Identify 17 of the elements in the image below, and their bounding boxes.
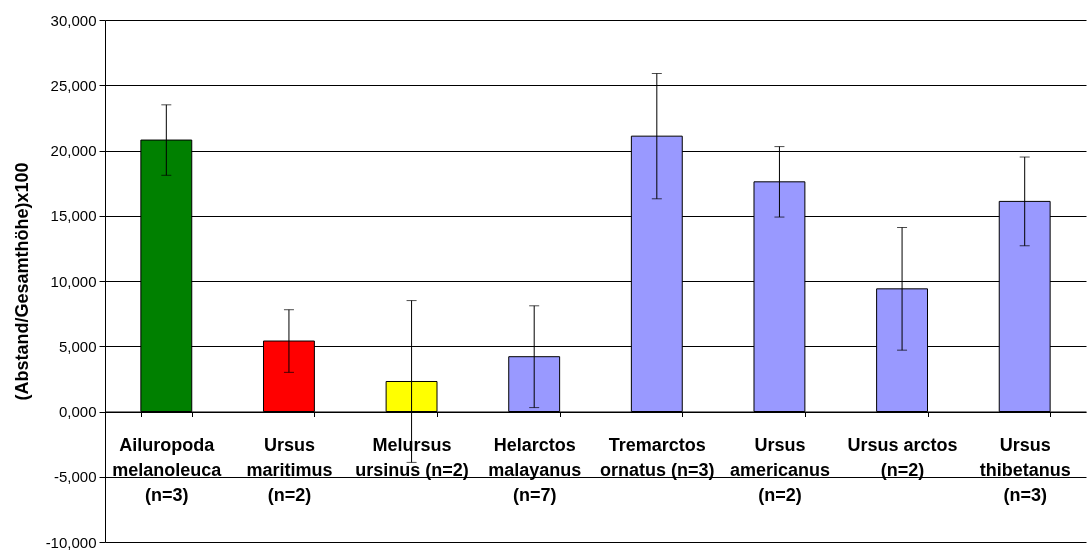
x-tick-label: Ailuropoda melanoleuca (n=3)	[112, 435, 223, 505]
x-tick-label: Ursus americanus (n=2)	[729, 435, 830, 505]
y-tick-label: 10,000	[50, 272, 97, 290]
y-tick-label: 30,000	[50, 11, 97, 29]
x-tick-label: Tremarctos ornatus (n=3)	[600, 435, 715, 480]
y-tick-label: 20,000	[50, 142, 97, 159]
y-tick-label: 25,000	[50, 76, 97, 94]
y-axis-title: (Abstand/Gesamthöhe)x100	[11, 162, 32, 401]
y-tick-label: 0,000	[58, 403, 97, 420]
y-tick-label: 15,000	[50, 207, 97, 225]
y-tick-label: -5,000	[53, 468, 97, 486]
x-tick-label: Helarctos malayanus (n=7)	[488, 435, 582, 505]
y-tick-label: 5,000	[58, 337, 97, 355]
x-tick-label: Ursus maritimus (n=2)	[246, 435, 333, 505]
x-tick-label: Ursus arctos (n=2)	[847, 435, 958, 480]
y-tick-label: -10,000	[45, 533, 97, 550]
x-tick-label: Ursus thibetanus (n=3)	[979, 435, 1071, 505]
